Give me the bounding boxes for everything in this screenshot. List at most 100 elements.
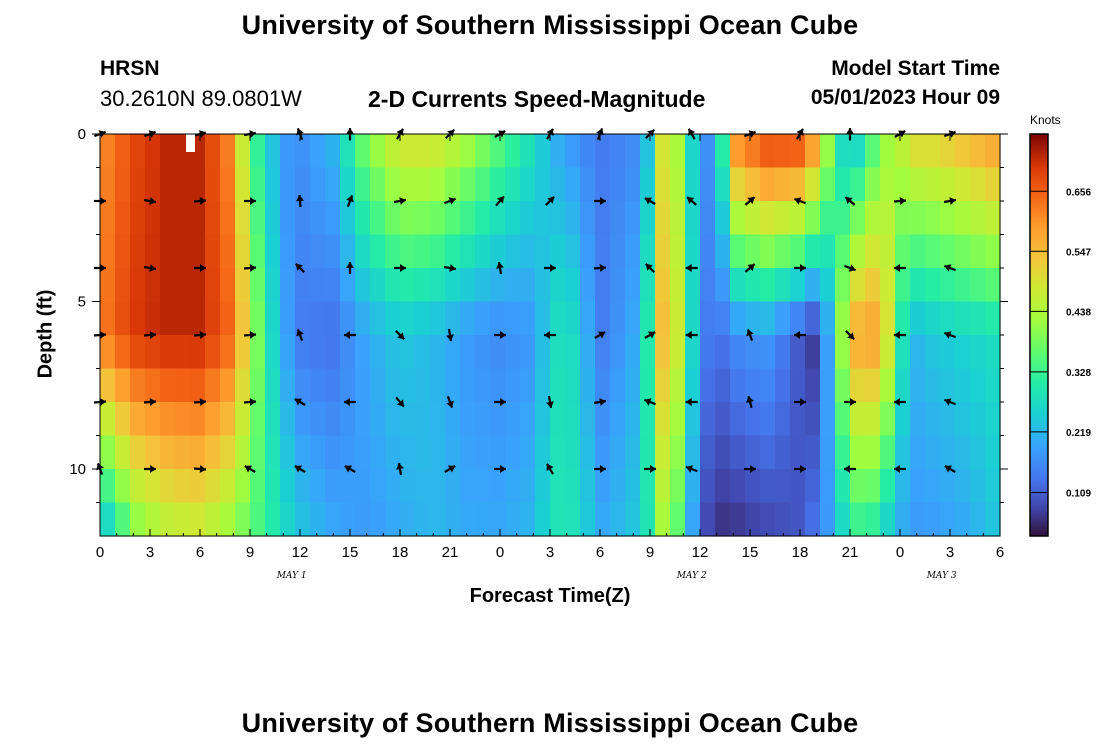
heat-cell (490, 335, 506, 370)
heat-cell (955, 234, 971, 269)
arrow-head (800, 465, 806, 473)
arrow-head (249, 398, 256, 406)
heat-cell (175, 201, 191, 236)
heat-cell (910, 234, 926, 269)
arrow-head (850, 398, 856, 406)
heat-cell (595, 502, 611, 537)
heat-cell (925, 502, 941, 537)
heat-cell (955, 502, 971, 537)
heat-cell (190, 435, 206, 470)
heat-cell (835, 469, 851, 504)
heat-cell (295, 335, 311, 370)
arrow-head (847, 332, 855, 340)
heat-cell (235, 402, 251, 437)
y-axis-label: Depth (ft) (34, 289, 57, 379)
heat-cell (415, 167, 431, 202)
heat-cell (715, 435, 731, 470)
heat-cell (925, 402, 941, 437)
heat-cell (475, 402, 491, 437)
heat-cell (340, 335, 356, 370)
current-arrow (686, 196, 698, 206)
heat-cell (565, 167, 581, 202)
heat-cell (625, 502, 641, 537)
current-arrow (685, 331, 698, 339)
heat-cell (865, 435, 881, 470)
heat-cell (790, 234, 806, 269)
heat-cell (115, 335, 131, 370)
heat-cell (655, 368, 671, 403)
heat-cell (370, 167, 386, 202)
heat-cell (475, 201, 491, 236)
heat-cell (355, 234, 371, 269)
heat-cell (430, 469, 446, 504)
arrow-head (396, 463, 404, 470)
heat-cell (340, 234, 356, 269)
heat-cell (595, 167, 611, 202)
heat-cell (520, 134, 536, 169)
heat-cell (535, 368, 551, 403)
heat-cell (310, 335, 326, 370)
heat-cell (475, 335, 491, 370)
heat-cell (295, 301, 311, 336)
arrow-head (687, 197, 695, 205)
heat-cell (805, 435, 821, 470)
heat-cell (280, 335, 296, 370)
heat-cell (220, 402, 236, 437)
heat-cell (325, 435, 341, 470)
arrow-head (249, 264, 256, 272)
heat-cell (835, 368, 851, 403)
heat-cell (460, 469, 476, 504)
heat-cell (400, 167, 416, 202)
heat-cell (160, 301, 176, 336)
heat-cell (505, 301, 521, 336)
heat-cell (400, 435, 416, 470)
heat-cell (970, 201, 986, 236)
heat-cell (805, 201, 821, 236)
heat-cell (955, 368, 971, 403)
heat-cell (805, 502, 821, 537)
heat-cell (430, 234, 446, 269)
heat-cell (370, 301, 386, 336)
current-arrow (296, 194, 304, 208)
heat-cell (175, 167, 191, 202)
heat-cell (685, 167, 701, 202)
arrow-head (844, 465, 850, 473)
arrow-head (446, 400, 454, 408)
heat-cell (535, 134, 551, 169)
heat-cell (205, 268, 221, 303)
arrow-head (250, 197, 256, 205)
heat-cell (730, 335, 746, 370)
heat-cell (880, 435, 896, 470)
heat-cell (850, 167, 866, 202)
heat-cell (355, 502, 371, 537)
heat-cell (145, 268, 161, 303)
heat-cell (865, 167, 881, 202)
heat-cell (445, 134, 461, 169)
heat-cell (400, 201, 416, 236)
heat-cell (535, 502, 551, 537)
heat-cell (865, 134, 881, 169)
current-arrow (395, 330, 405, 340)
heat-cell (235, 167, 251, 202)
heat-cell (310, 301, 326, 336)
arrow-head (685, 398, 692, 406)
arrow-head (686, 465, 693, 473)
arrow-head (500, 331, 506, 339)
current-arrow (685, 465, 698, 473)
heat-cell (850, 469, 866, 504)
heat-cell (400, 335, 416, 370)
heat-cell (850, 268, 866, 303)
heat-cell (520, 301, 536, 336)
heat-cell (475, 435, 491, 470)
heat-cell (760, 134, 776, 169)
heat-cell (190, 502, 206, 537)
heat-cell (790, 301, 806, 336)
heat-cell (310, 368, 326, 403)
heat-cell (265, 435, 281, 470)
heat-cell (685, 201, 701, 236)
heat-cell (670, 167, 686, 202)
heat-cell (985, 502, 1001, 537)
arrow-head (344, 465, 352, 473)
heat-cell (685, 335, 701, 370)
current-arrow (243, 264, 257, 272)
